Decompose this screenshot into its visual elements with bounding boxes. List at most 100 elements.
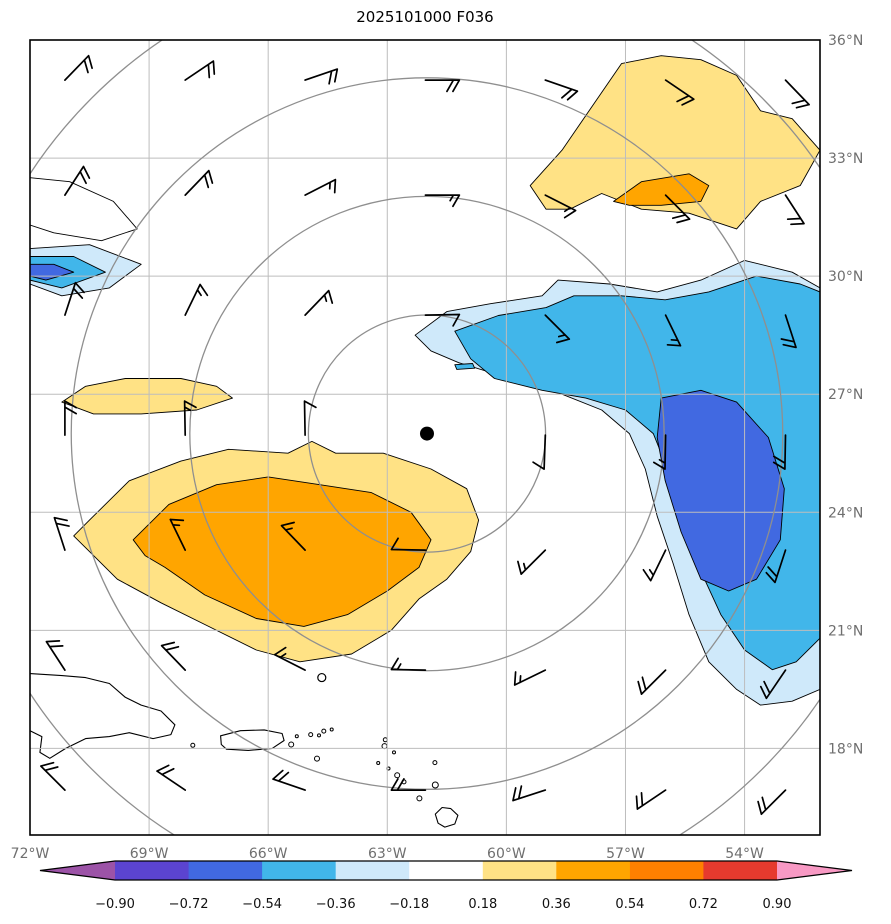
coastline-island (416, 795, 423, 802)
lon-tick-label: 69°W (130, 846, 169, 862)
contour-region-east-blue-core (656, 389, 785, 592)
plot-title: 2025101000 F036 (356, 8, 493, 26)
contour-region-west-band-yellow (61, 378, 233, 415)
contour-region-southwest-orange (132, 476, 432, 627)
contour-regions (30, 55, 820, 706)
lon-tick-label: 54°W (725, 846, 764, 862)
colorbar-tick-label: −0.18 (389, 897, 429, 912)
wind-barb (273, 646, 306, 671)
wind-barb (517, 549, 547, 575)
lat-tick-label: 18°N (828, 741, 863, 757)
lon-tick-label: 72°W (11, 846, 50, 862)
colorbar-segment (262, 861, 337, 880)
wind-barb (642, 549, 667, 582)
wind-barb (272, 769, 306, 791)
coastline-island (432, 760, 438, 766)
colorbar-extend-right (777, 861, 852, 880)
colorbar-segment (409, 861, 484, 880)
coastline-island (317, 733, 321, 738)
wind-barb (544, 314, 571, 344)
coastline-island (288, 741, 295, 748)
wind-barb (390, 537, 427, 551)
wind-barb (664, 314, 682, 347)
wind-barb (772, 434, 787, 470)
colorbar-tick-label: 0.18 (468, 897, 497, 912)
coastline-island (308, 732, 314, 738)
wind-barb (169, 518, 187, 551)
colorbar: −0.90 −0.72 −0.54 −0.36 −0.18 0.18 0.36 0.54 0.7… (39, 860, 853, 912)
wind-barb (544, 194, 577, 219)
wind-barb (757, 789, 787, 816)
wind-barb (652, 434, 667, 470)
lat-tick-label: 33°N (828, 151, 863, 167)
colorbar-tick-label: −0.36 (316, 897, 356, 912)
wind-barb (304, 289, 334, 316)
storm-center-marker (419, 426, 434, 441)
coastline-island (314, 755, 320, 762)
coastline-island (294, 734, 299, 739)
colorbar-outline (39, 860, 853, 881)
coastline-hispaniola (30, 673, 176, 759)
range-ring (189, 195, 665, 672)
coastlines (30, 673, 459, 828)
coastline-island (382, 737, 388, 743)
wind-barb (184, 60, 216, 81)
wind-barb (532, 434, 547, 470)
colorbar-segment (482, 861, 557, 880)
wind-barb (184, 169, 214, 196)
coastline-island (392, 750, 396, 755)
axis-tick-labels: 72°W 69°W 66°W 63°W 60°W 57°W 54°W 36°N 33°N 30°N… (11, 33, 864, 862)
lon-tick-label: 57°W (606, 846, 645, 862)
wind-barb (424, 194, 461, 208)
lon-tick-label: 60°W (487, 846, 526, 862)
wind-barb (183, 400, 197, 436)
wind-barb (304, 68, 339, 85)
wind-barb (424, 79, 461, 93)
wind-barb (513, 669, 547, 686)
colorbar-tick-label: 0.72 (689, 897, 718, 912)
colorbar-tick-label: 0.54 (615, 897, 644, 912)
coastline-island (321, 728, 327, 734)
wind-barb (390, 778, 427, 791)
colorbar-tick-label: −0.72 (169, 897, 209, 912)
wind-barb (160, 641, 187, 671)
plot-border (29, 39, 821, 836)
wind-barb (544, 79, 579, 101)
wind-barb (765, 549, 787, 584)
wind-barb (304, 178, 337, 196)
coastline-island (329, 727, 334, 732)
lat-tick-label: 21°N (828, 623, 863, 639)
colorbar-tick-label: 0.90 (763, 897, 792, 912)
wind-barb (156, 764, 187, 791)
wind-barb (759, 669, 787, 700)
lat-tick-label: 30°N (828, 269, 863, 285)
wind-barb (53, 516, 70, 551)
colorbar-tick-label: −0.54 (242, 897, 282, 912)
wind-barb (784, 79, 810, 109)
contour-region-east-blue-sliver (454, 363, 476, 370)
wind-barb (390, 657, 427, 671)
coastline-island (190, 742, 196, 748)
wind-barb (664, 194, 691, 224)
wind-barb (512, 785, 547, 802)
contour-region-upper-left-open-contour (30, 177, 138, 242)
wind-barb (784, 194, 805, 226)
colorbar-segment (629, 861, 704, 880)
storm-markers (419, 426, 434, 441)
wind-barb (424, 313, 461, 327)
lon-tick-label: 66°W (249, 846, 288, 862)
colorbar-segment (188, 861, 263, 880)
colorbar-segment (556, 861, 631, 880)
colorbar-tick-label: −0.90 (95, 897, 135, 912)
coastline-island (394, 772, 401, 779)
range-ring (70, 77, 784, 790)
wind-barb (780, 314, 797, 349)
lonlat-grid (30, 40, 820, 835)
coastline-island (376, 761, 381, 765)
wind-barb (637, 669, 667, 695)
wind-barb (184, 283, 209, 316)
colorbar-segment (703, 861, 778, 880)
coastline-island (431, 781, 439, 789)
open-contour-marker (317, 672, 327, 683)
